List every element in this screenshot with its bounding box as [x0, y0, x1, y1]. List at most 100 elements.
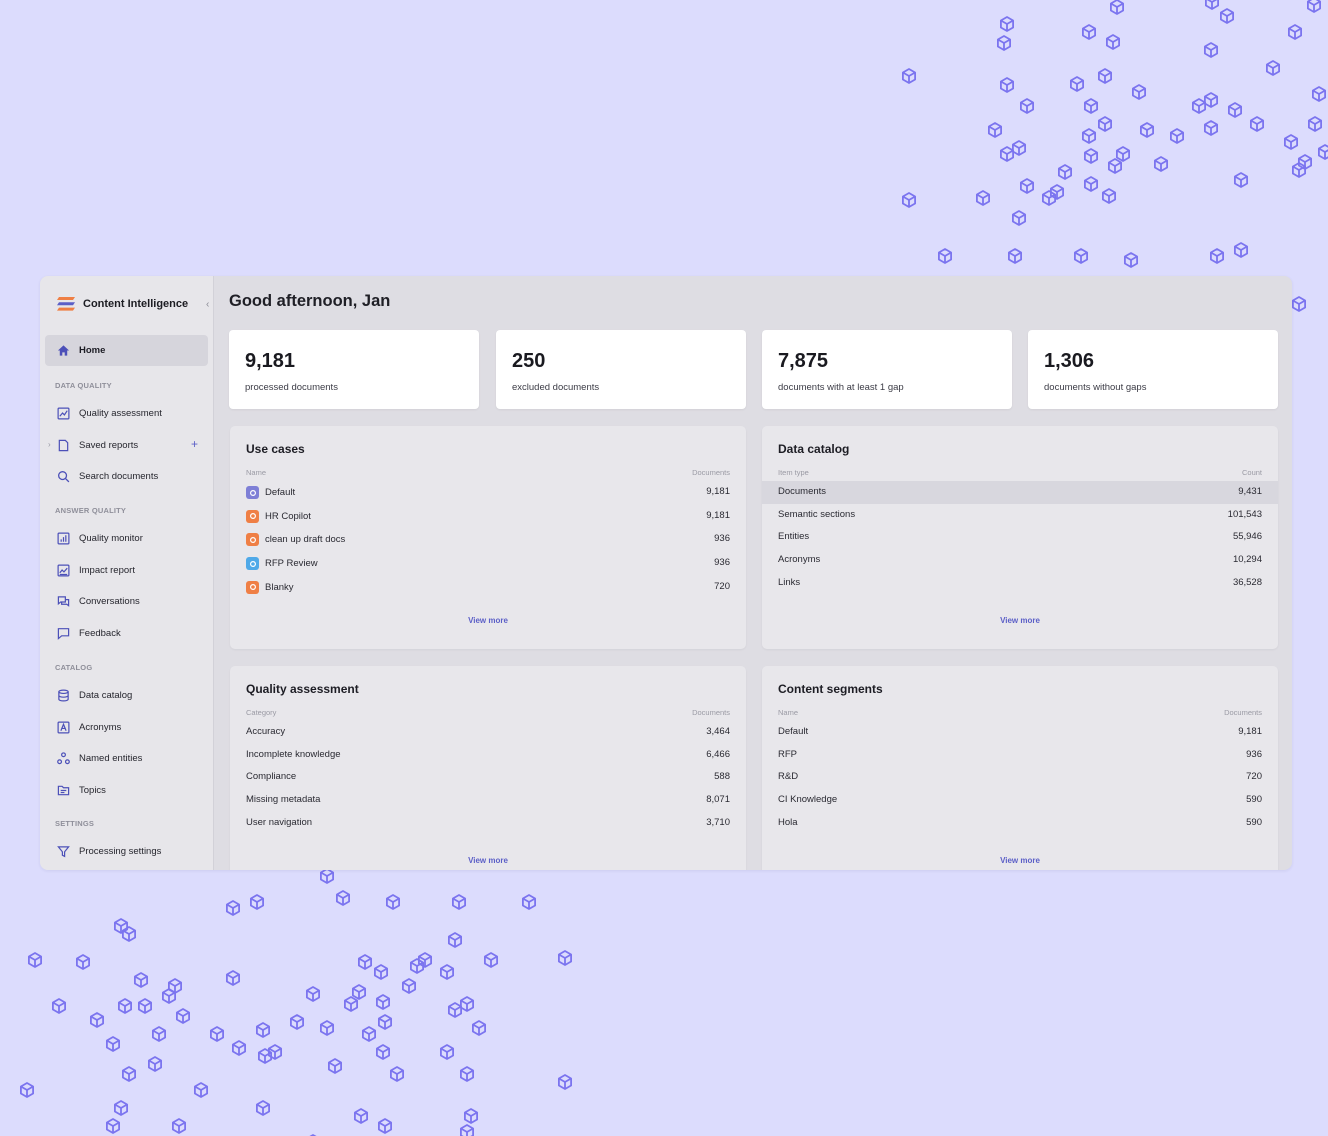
sidebar: Content Intelligence ‹ Home DATA QUALITY… [40, 276, 214, 870]
cube-icon [1020, 178, 1034, 194]
sidebar-item-data-catalog[interactable]: Data catalog [45, 681, 208, 709]
row-label: Default [246, 486, 295, 499]
view-more-link[interactable]: View more [468, 616, 508, 625]
sidebar-item-search-documents[interactable]: Search documents [45, 462, 208, 490]
table-row[interactable]: RFP 936 [762, 744, 1278, 767]
data-catalog-panel: Data catalog Item type Count Documents 9,… [762, 426, 1278, 649]
chevron-right-icon[interactable]: › [48, 440, 51, 449]
table-row[interactable]: Compliance 588 [230, 766, 746, 789]
table-row[interactable]: HR Copilot 9,181 [230, 505, 746, 528]
cube-icon [1204, 120, 1218, 136]
table-row[interactable]: Entities 55,946 [762, 526, 1278, 549]
table-row[interactable]: R&D 720 [762, 766, 1278, 789]
sidebar-item-home[interactable]: Home [45, 335, 208, 366]
row-label: HR Copilot [246, 509, 311, 523]
bar-chart-icon [56, 531, 70, 545]
column-header-category: Category [246, 708, 277, 717]
cube-icon [151, 1026, 167, 1042]
collapse-sidebar-icon[interactable]: ‹ [206, 299, 210, 310]
row-label: clean up draft docs [246, 533, 345, 547]
table-row[interactable]: Incomplete knowledge 6,466 [230, 744, 746, 767]
sidebar-item-label: Impact report [79, 564, 135, 576]
cube-icon [409, 958, 425, 974]
table-row[interactable]: Accuracy 3,464 [230, 721, 746, 744]
cube-icon [90, 1012, 104, 1028]
cube-icon [1234, 172, 1248, 188]
home-icon [56, 344, 70, 358]
stat-card-excluded: 250 excluded documents [496, 330, 746, 409]
cube-icon [439, 964, 455, 980]
cube-icon [373, 964, 389, 980]
use-cases-panel: Use cases Name Documents Default 9,181 HR … [230, 426, 746, 649]
cube-icon [459, 1124, 475, 1136]
table-row[interactable]: Missing metadata 8,071 [230, 789, 746, 812]
cube-icon [1250, 116, 1264, 132]
table-row[interactable]: User navigation 3,710 [230, 812, 746, 835]
conversations-icon [56, 594, 70, 608]
sidebar-item-label: Acronyms [79, 721, 122, 733]
table-row[interactable]: CI Knowledge 590 [762, 789, 1278, 812]
table-row[interactable]: Semantic sections 101,543 [762, 504, 1278, 527]
sidebar-item-label: Conversations [79, 595, 140, 607]
view-more-link[interactable]: View more [1000, 616, 1040, 625]
row-value: 8,071 [706, 794, 730, 806]
sidebar-item-feedback[interactable]: Feedback [45, 619, 208, 647]
table-row[interactable]: Hola 590 [762, 812, 1278, 835]
cube-icon [76, 954, 90, 970]
cube-icon [1210, 248, 1224, 264]
sidebar-item-saved-reports[interactable]: › Saved reports + [45, 431, 208, 459]
table-row[interactable]: Acronyms 10,294 [762, 549, 1278, 572]
row-value: 936 [714, 533, 730, 545]
search-icon [56, 469, 70, 483]
use-case-icon [246, 557, 259, 571]
cube-icon [439, 1044, 455, 1060]
sidebar-item-quality-assessment[interactable]: Quality assessment [45, 399, 208, 427]
folder-icon [56, 783, 70, 797]
sidebar-item-label: Data catalog [79, 689, 133, 701]
cube-icon [1170, 128, 1184, 144]
table-row[interactable]: Documents 9,431 [762, 481, 1278, 504]
row-label: User navigation [246, 817, 312, 828]
app-window: Content Intelligence ‹ Home DATA QUALITY… [40, 276, 1292, 870]
sidebar-item-topics[interactable]: Topics [45, 776, 208, 804]
sidebar-item-impact-report[interactable]: Impact report [45, 556, 208, 584]
sidebar-item-quality-monitor[interactable]: Quality monitor [45, 524, 208, 552]
sidebar-item-processing-settings[interactable]: Processing settings [45, 837, 208, 865]
table-row[interactable]: Blanky 720 [230, 576, 746, 599]
cube-icon [1098, 68, 1112, 84]
cube-icon [1012, 140, 1026, 156]
add-report-icon[interactable]: + [190, 437, 198, 451]
panel-title: Use cases [246, 442, 305, 456]
cube-icon [193, 1082, 209, 1098]
cube-icon [1084, 176, 1098, 192]
cube-icon [1154, 156, 1168, 172]
row-name: HR Copilot [265, 510, 311, 522]
use-case-icon [246, 580, 259, 594]
row-name: Links [778, 576, 801, 588]
filter-icon [56, 844, 70, 858]
cube-icon [231, 1040, 247, 1056]
row-name: Missing metadata [246, 794, 321, 806]
row-name: Hola [778, 816, 798, 828]
row-name: Incomplete knowledge [246, 748, 341, 760]
section-title-settings: SETTINGS [55, 819, 95, 828]
row-label: RFP [778, 749, 797, 760]
cube-icon [375, 1044, 391, 1060]
sidebar-item-named-entities[interactable]: Named entities [45, 744, 208, 772]
row-label: CI Knowledge [778, 794, 837, 805]
view-more-link[interactable]: View more [1000, 856, 1040, 865]
sidebar-item-conversations[interactable]: Conversations [45, 587, 208, 615]
sidebar-item-acronyms[interactable]: Acronyms [45, 713, 208, 741]
cube-icon [122, 926, 137, 942]
table-row[interactable]: Links 36,528 [762, 572, 1278, 595]
cube-icon [1012, 210, 1026, 226]
view-more-link[interactable]: View more [468, 856, 508, 865]
row-value: 590 [1246, 816, 1262, 828]
row-name: Default [778, 726, 809, 737]
row-name: User navigation [246, 816, 313, 828]
cube-icon [1124, 252, 1138, 268]
table-row[interactable]: Default 9,181 [762, 721, 1278, 744]
table-row[interactable]: RFP Review 936 [230, 552, 746, 575]
table-row[interactable]: Default 9,181 [230, 481, 746, 504]
table-row[interactable]: clean up draft docs 936 [230, 528, 746, 551]
